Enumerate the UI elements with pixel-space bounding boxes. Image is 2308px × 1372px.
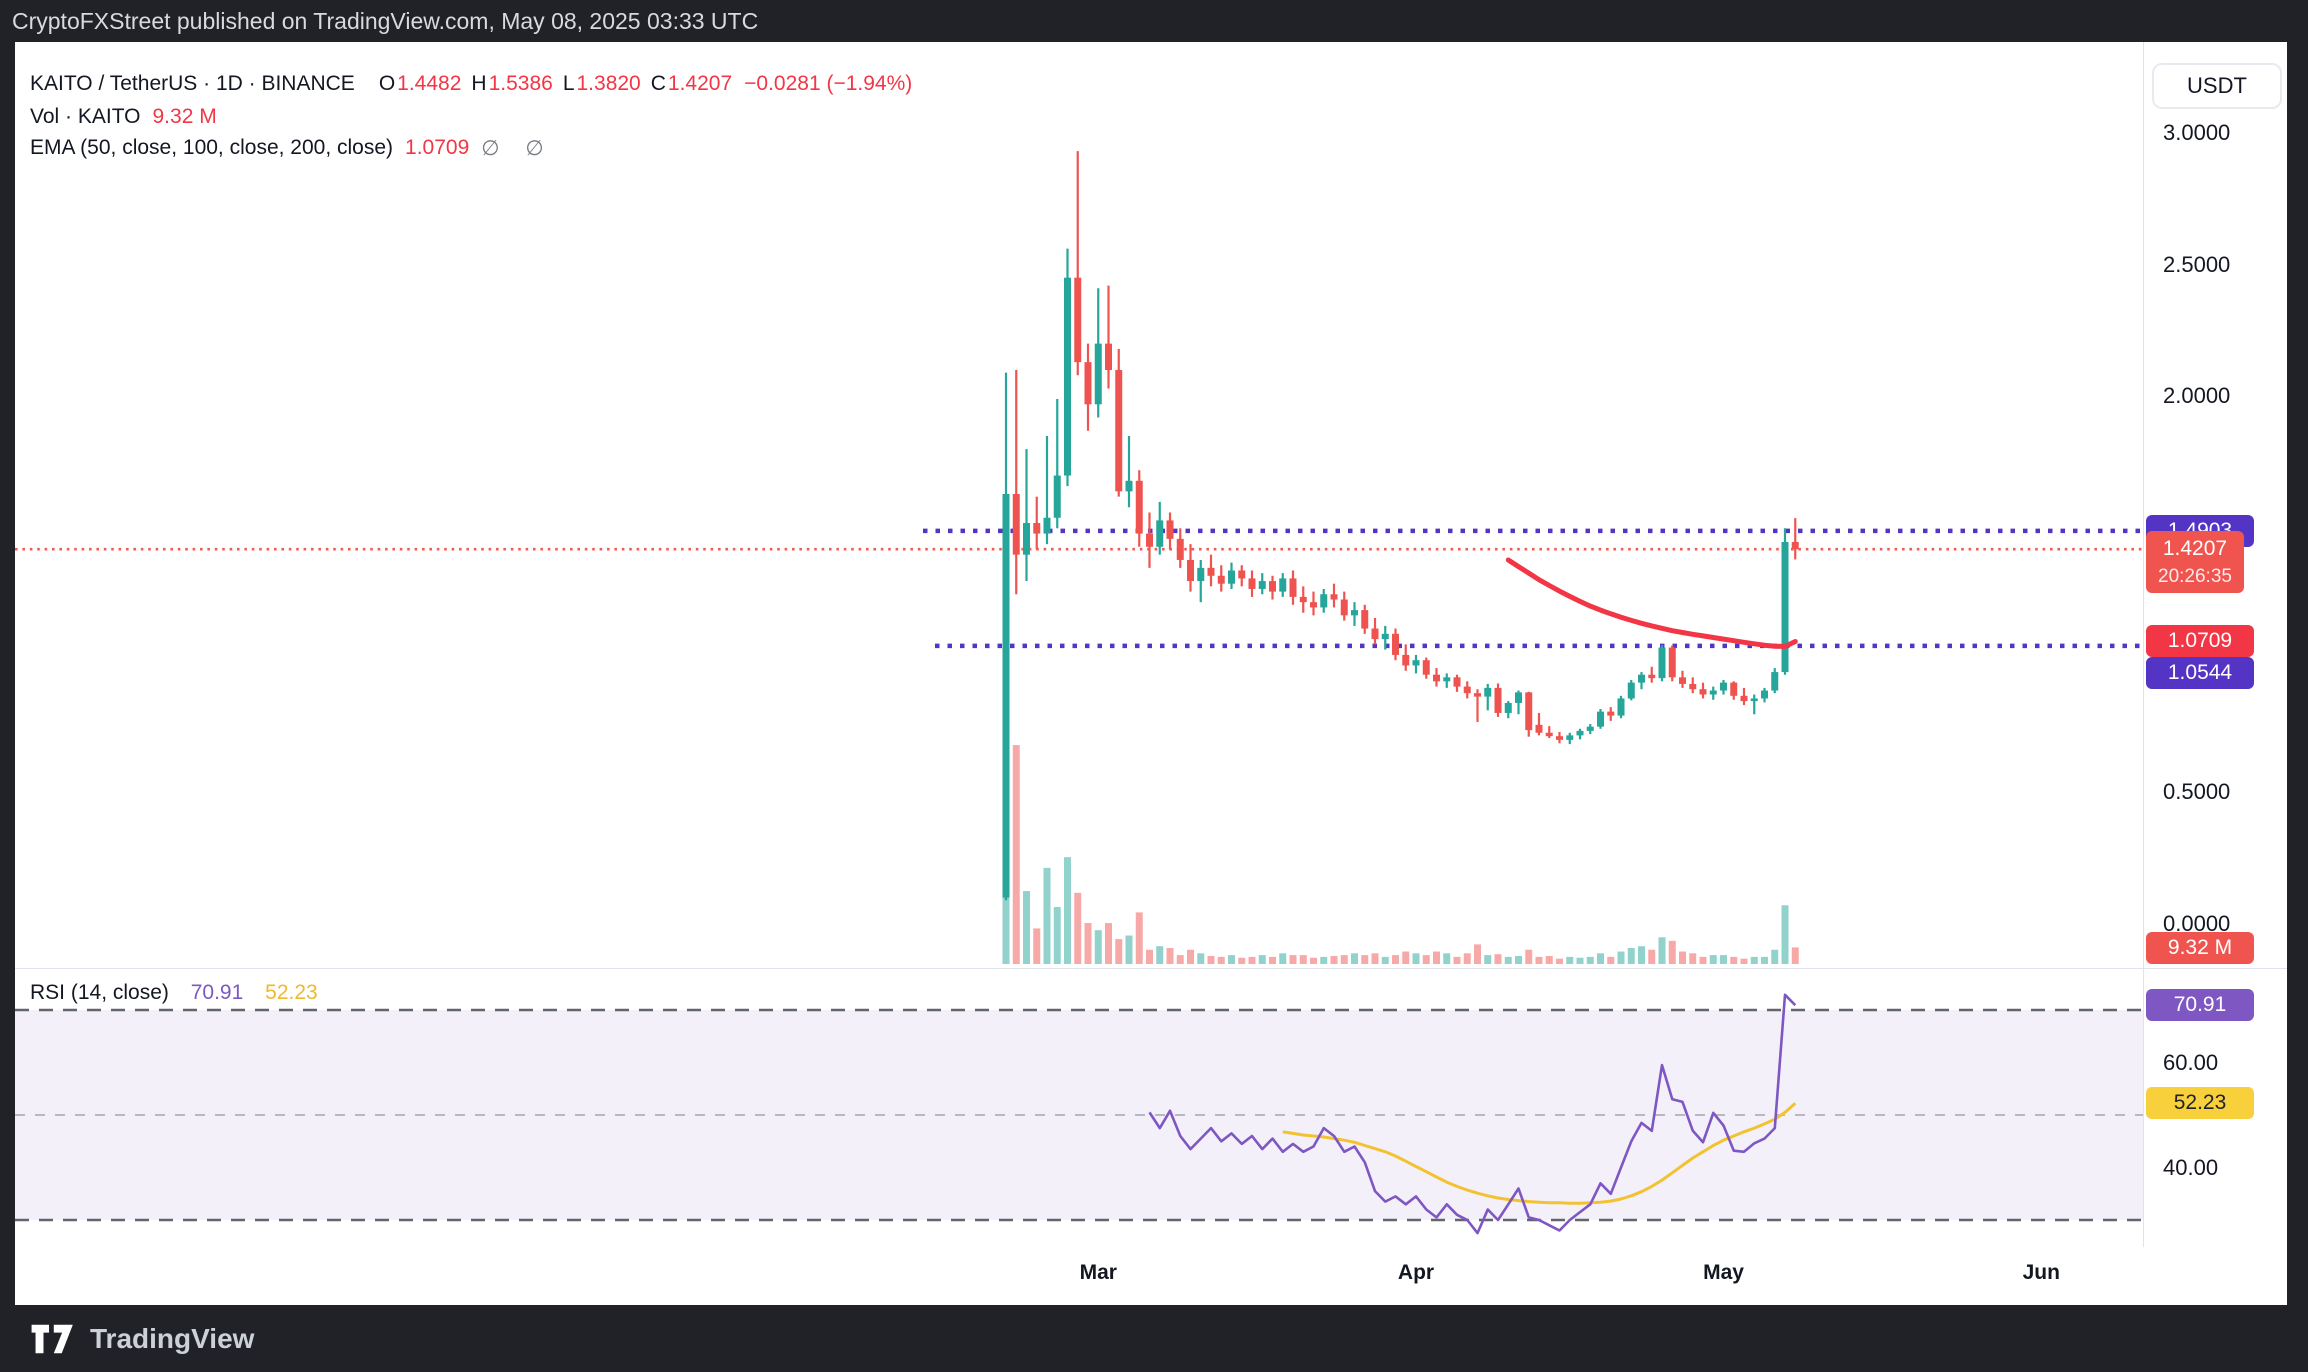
- symbol-title: KAITO / TetherUS · 1D · BINANCE: [30, 72, 355, 95]
- rsi-ma-value-badge: 52.23: [2146, 1087, 2254, 1120]
- price-tick-2.5000: 2.5000: [2163, 251, 2231, 277]
- ema-legend-row[interactable]: EMA (50, close, 100, close, 200, close) …: [30, 136, 554, 161]
- change-value: −0.0281 (−1.94%): [744, 72, 913, 95]
- low-label: L: [562, 72, 575, 95]
- low-value: 1.3820: [576, 72, 641, 95]
- rsi-label: RSI (14, close): [30, 981, 169, 1004]
- volume-value-badge: 9.32 M: [2146, 932, 2254, 964]
- last-price-badge: 1.4207 20:26:35: [2146, 531, 2244, 594]
- time-axis[interactable]: Mar Apr May Jun: [15, 1247, 2287, 1305]
- high-label: H: [471, 72, 487, 95]
- high-value: 1.5386: [488, 72, 553, 95]
- price-tick-0.5000: 0.5000: [2163, 779, 2231, 805]
- tradingview-brand-text[interactable]: TradingView: [90, 1322, 255, 1354]
- volume-layer: [1002, 745, 1799, 964]
- ema-label: EMA (50, close, 100, close, 200, close): [30, 136, 394, 159]
- rsi-current-value: 70.91: [190, 981, 244, 1004]
- price-tick-3.0000: 3.0000: [2163, 119, 2231, 145]
- countdown-timer: 20:26:35: [2158, 566, 2232, 588]
- rsi-ma-current-value: 52.23: [265, 981, 318, 1004]
- month-label-mar: Mar: [1079, 1261, 1117, 1284]
- month-label-apr: Apr: [1397, 1261, 1435, 1284]
- month-label-jun: Jun: [2022, 1261, 2060, 1284]
- volume-legend-row[interactable]: Vol · KAITO 9.32 M: [30, 105, 217, 129]
- rsi-pane-decoration: [15, 1008, 2143, 1222]
- pane-divider-main-rsi: [15, 968, 2287, 969]
- volume-current-value: 9.32 M: [152, 105, 217, 128]
- currency-toggle-button[interactable]: USDT: [2152, 63, 2282, 109]
- tradingview-logo-icon[interactable]: [30, 1321, 76, 1357]
- open-value: 1.4482: [397, 72, 462, 95]
- price-level-lines: [15, 528, 2143, 649]
- rsi-line: [1148, 993, 1797, 1235]
- month-label-may: May: [1703, 1261, 1744, 1284]
- support-level-badge: 1.0544: [2146, 657, 2254, 690]
- chart-panel: [15, 42, 2287, 1305]
- attribution-text: CryptoFXStreet published on TradingView.…: [12, 8, 759, 34]
- rsi-ma-line: [1282, 1102, 1797, 1205]
- ema50-line: [1505, 557, 1798, 649]
- footer-bar: TradingView: [0, 1305, 2308, 1372]
- candles-layer: [1002, 151, 1799, 901]
- ema-unavailable-markers: ∅ ∅: [481, 137, 554, 160]
- ema-value-badge: 1.0709: [2146, 625, 2254, 658]
- price-axis-border: [2143, 42, 2144, 1305]
- rsi-legend-row[interactable]: RSI (14, close) 70.91 52.23: [30, 981, 318, 1005]
- close-value: 1.4207: [667, 72, 733, 95]
- rsi-tick-60.00: 60.00: [2163, 1049, 2219, 1075]
- volume-label: Vol · KAITO: [30, 105, 141, 128]
- ema-current-value: 1.0709: [405, 136, 470, 159]
- price-tick-0.0000: 0.0000: [2163, 911, 2231, 936]
- rsi-value-badge: 70.91: [2146, 989, 2254, 1022]
- rsi-tick-40.00: 40.00: [2163, 1154, 2219, 1180]
- attribution-banner: CryptoFXStreet published on TradingView.…: [0, 0, 2308, 42]
- symbol-legend-row[interactable]: KAITO / TetherUS · 1D · BINANCE O 1.4482 …: [30, 72, 912, 96]
- price-tick-2.0000: 2.0000: [2163, 383, 2231, 409]
- close-label: C: [650, 72, 666, 95]
- open-label: O: [378, 72, 396, 95]
